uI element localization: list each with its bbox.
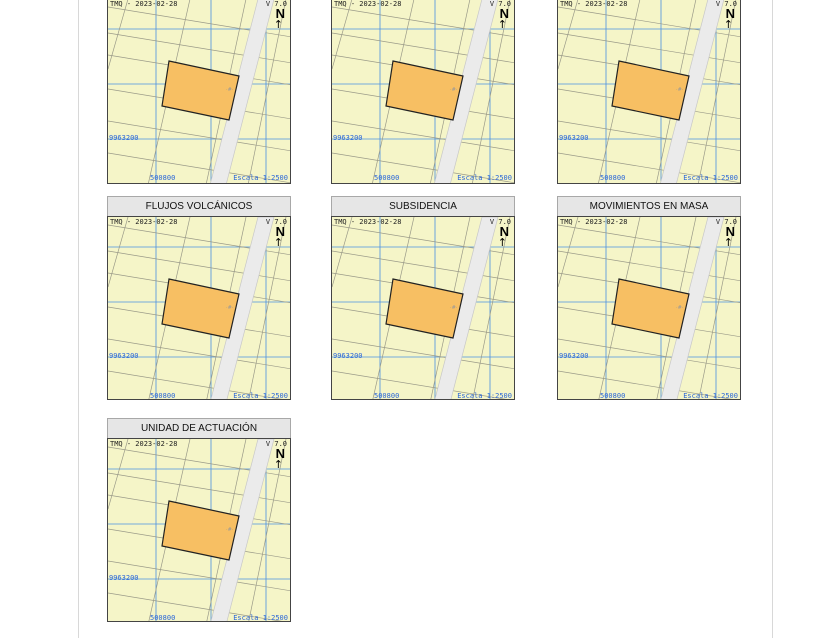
north-arrow-icon: ↑	[273, 236, 283, 249]
parcel-highlight	[161, 278, 240, 339]
version-label: V 7.0	[715, 0, 737, 8]
parcel-highlight	[385, 60, 464, 121]
scale-label: Escala 1:2500	[683, 392, 738, 400]
svg-text:·#·: ·#·	[676, 87, 684, 93]
map-title: SUBSIDENCIA	[331, 196, 515, 216]
version-label: V 7.0	[715, 218, 737, 226]
hazard-map: ·#· TMQ - 2023-02-28 V 7.0 N ↑ 9963200 5…	[107, 438, 291, 622]
date-stamp: TMQ - 2023-02-28	[560, 218, 628, 226]
date-stamp: TMQ - 2023-02-28	[334, 218, 402, 226]
north-letter: N	[275, 224, 285, 239]
road	[660, 0, 725, 183]
northing-label: 9963200	[333, 352, 363, 360]
northing-label: 9963200	[559, 134, 589, 142]
date-stamp: TMQ - 2023-02-28	[110, 440, 178, 448]
scale-label: Escala 1:2500	[457, 392, 512, 400]
north-letter: N	[275, 446, 285, 461]
map-title: FLUJOS VOLCÁNICOS	[107, 196, 291, 216]
north-letter: N	[499, 6, 509, 21]
version-label: V 7.0	[265, 440, 287, 448]
parcel-highlight	[161, 60, 240, 121]
north-letter: N	[275, 6, 285, 21]
date-stamp: TMQ - 2023-02-28	[560, 0, 628, 8]
scale-label: Escala 1:2500	[457, 174, 512, 182]
coordinate-grid	[332, 0, 514, 183]
easting-label: 500800	[150, 614, 176, 622]
easting-label: 500800	[374, 174, 400, 182]
parcel-highlight	[385, 278, 464, 339]
hazard-map: ·#· TMQ - 2023-02-28 V 7.0 N ↑ 9963200 5…	[331, 216, 515, 400]
svg-text:·#·: ·#·	[450, 87, 458, 93]
map-card: ·#· TMQ - 2023-02-28 V 7.0 N ↑ 9963200 5…	[557, 0, 741, 184]
version-label: V 7.0	[265, 218, 287, 226]
north-letter: N	[725, 6, 735, 21]
hazard-map: ·#· TMQ - 2023-02-28 V 7.0 N ↑ 9963200 5…	[107, 0, 291, 184]
map-card: MOVIMIENTOS EN MASA ·#· TMQ - 2023-0	[557, 196, 741, 400]
hazard-map: ·#· TMQ - 2023-02-28 V 7.0 N ↑ 9963200 5…	[331, 0, 515, 184]
svg-text:·#·: ·#·	[226, 305, 234, 311]
road	[210, 217, 275, 399]
map-card: ·#· TMQ - 2023-02-28 V 7.0 N ↑ 9963200 5…	[331, 0, 515, 184]
map-graphic: ·#·	[332, 0, 514, 183]
parcel-highlight	[161, 500, 240, 561]
north-arrow-icon: ↑	[723, 18, 733, 31]
northing-label: 9963200	[109, 134, 139, 142]
map-graphic: ·#·	[332, 217, 514, 399]
svg-text:·#·: ·#·	[226, 87, 234, 93]
date-stamp: TMQ - 2023-02-28	[334, 0, 402, 8]
map-card: ·#· TMQ - 2023-02-28 V 7.0 N ↑ 9963200 5…	[107, 0, 291, 184]
map-graphic: ·#·	[108, 0, 290, 183]
svg-text:·#·: ·#·	[226, 527, 234, 533]
map-card: FLUJOS VOLCÁNICOS ·#· TMQ - 2023-02-	[107, 196, 291, 400]
road	[434, 0, 499, 183]
map-graphic: ·#·	[108, 217, 290, 399]
road	[660, 217, 725, 399]
date-stamp: TMQ - 2023-02-28	[110, 218, 178, 226]
road	[210, 0, 275, 183]
map-title: UNIDAD DE ACTUACIÓN URBANÍSTICA	[107, 418, 291, 454]
svg-text:·#·: ·#·	[450, 305, 458, 311]
north-arrow-icon: ↑	[723, 236, 733, 249]
scale-label: Escala 1:2500	[233, 174, 288, 182]
map-graphic: ·#·	[108, 439, 290, 621]
northing-label: 9963200	[109, 574, 139, 582]
northing-label: 9963200	[559, 352, 589, 360]
scale-label: Escala 1:2500	[233, 392, 288, 400]
version-label: V 7.0	[265, 0, 287, 8]
svg-text:·#·: ·#·	[676, 305, 684, 311]
north-arrow-icon: ↑	[497, 236, 507, 249]
report-page: ·#· TMQ - 2023-02-28 V 7.0 N ↑ 9963200 5…	[78, 0, 773, 638]
version-label: V 7.0	[489, 218, 511, 226]
easting-label: 500800	[150, 174, 176, 182]
road	[434, 217, 499, 399]
road	[210, 439, 275, 621]
scale-label: Escala 1:2500	[683, 174, 738, 182]
north-arrow-icon: ↑	[497, 18, 507, 31]
northing-label: 9963200	[109, 352, 139, 360]
north-arrow-icon: ↑	[273, 458, 283, 471]
north-letter: N	[499, 224, 509, 239]
north-letter: N	[725, 224, 735, 239]
date-stamp: TMQ - 2023-02-28	[110, 0, 178, 8]
map-graphic: ·#·	[558, 0, 740, 183]
version-label: V 7.0	[489, 0, 511, 8]
easting-label: 500800	[150, 392, 176, 400]
parcel-highlight	[611, 278, 690, 339]
hazard-map: ·#· TMQ - 2023-02-28 V 7.0 N ↑ 9963200 5…	[557, 0, 741, 184]
map-card: UNIDAD DE ACTUACIÓN URBANÍSTICA ·#·	[107, 418, 291, 622]
easting-label: 500800	[600, 392, 626, 400]
easting-label: 500800	[600, 174, 626, 182]
northing-label: 9963200	[333, 134, 363, 142]
map-title: MOVIMIENTOS EN MASA	[557, 196, 741, 216]
hazard-map: ·#· TMQ - 2023-02-28 V 7.0 N ↑ 9963200 5…	[107, 216, 291, 400]
hazard-map: ·#· TMQ - 2023-02-28 V 7.0 N ↑ 9963200 5…	[557, 216, 741, 400]
parcel-highlight	[611, 60, 690, 121]
easting-label: 500800	[374, 392, 400, 400]
map-card: SUBSIDENCIA ·#· TMQ - 2023-02-28 V	[331, 196, 515, 400]
map-graphic: ·#·	[558, 217, 740, 399]
scale-label: Escala 1:2500	[233, 614, 288, 622]
north-arrow-icon: ↑	[273, 18, 283, 31]
